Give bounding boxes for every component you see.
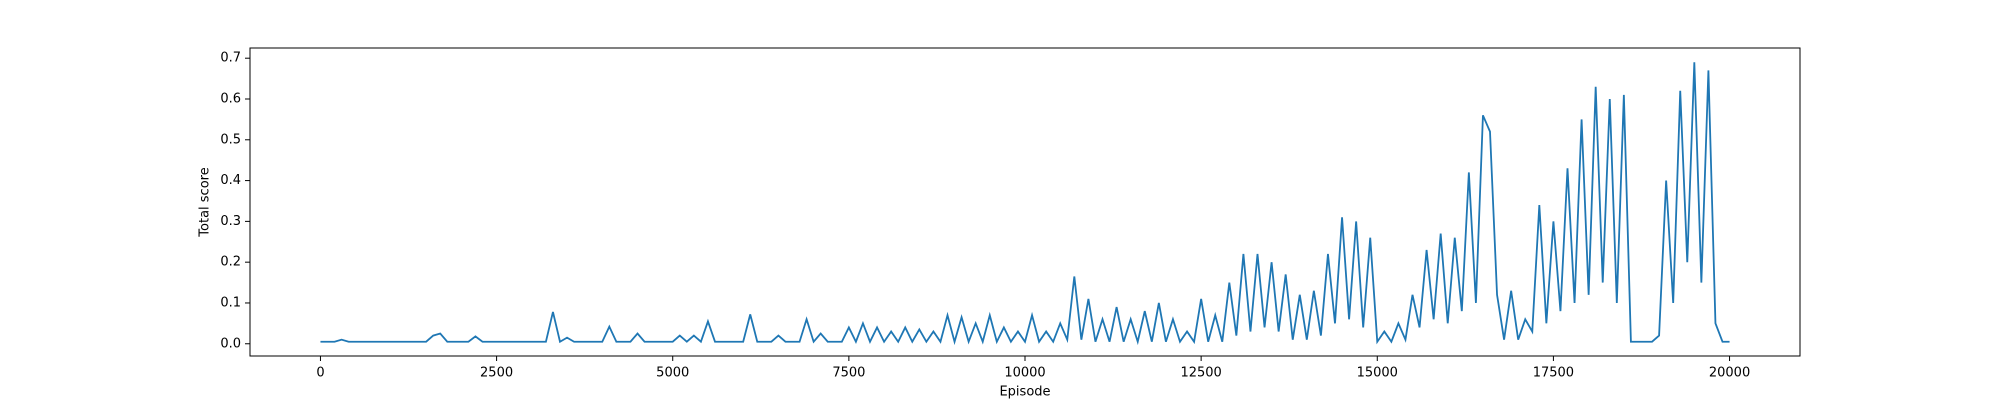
y-axis-label: Total score — [198, 167, 213, 237]
x-axis-label: Episode — [999, 385, 1050, 400]
x-tick-label: 2500 — [480, 366, 513, 381]
data-line — [320, 62, 1730, 346]
y-tick-label: 0.5 — [220, 132, 241, 147]
x-tick-label: 7500 — [832, 366, 865, 381]
x-tick-label: 20000 — [1709, 366, 1750, 381]
x-tick-label: 15000 — [1357, 366, 1398, 381]
y-tick-label: 0.3 — [220, 214, 241, 229]
x-tick-label: 10000 — [1004, 366, 1045, 381]
axes-frame — [249, 47, 1801, 357]
y-tick-label: 0.2 — [220, 255, 241, 270]
y-tick-label: 0.0 — [220, 336, 241, 351]
x-tick-label: 17500 — [1533, 366, 1574, 381]
x-tick-label: 12500 — [1180, 366, 1221, 381]
y-tick-label: 0.4 — [220, 173, 241, 188]
y-tick-label: 0.1 — [220, 295, 241, 310]
x-tick-label: 5000 — [656, 366, 689, 381]
y-tick-label: 0.6 — [220, 91, 241, 106]
y-tick-label: 0.7 — [220, 51, 241, 66]
x-tick-label: 0 — [316, 366, 324, 381]
